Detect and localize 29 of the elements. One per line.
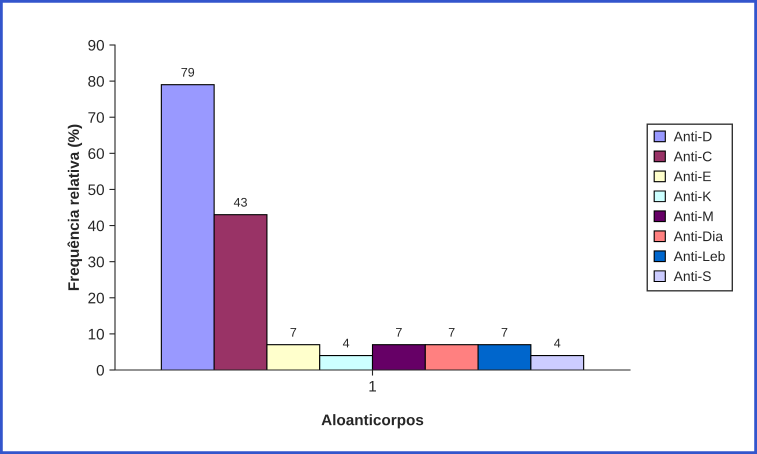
y-tick-label: 20 [88,292,104,304]
data-label: 7 [448,328,455,337]
x-axis-title: Aloanticorpos [322,414,424,428]
legend-label: Anti-Dia [674,231,724,242]
y-tick-label: 50 [88,184,104,196]
y-tick-label: 30 [88,256,104,268]
y-tick-label: 80 [88,76,104,87]
data-label: 4 [342,338,350,348]
y-tick-label: 70 [88,112,104,123]
y-tick-label: 10 [88,328,104,340]
y-tick-label: 40 [88,220,104,232]
legend-label: Anti-C [674,151,712,162]
y-tick-label: 90 [88,40,104,51]
data-label: 7 [290,328,296,337]
y-tick-label: 0 [96,364,104,376]
data-label: 7 [396,328,402,337]
x-tick-label: 1 [369,380,376,392]
legend-label: Anti-Leb [674,250,725,262]
data-label: 79 [181,68,194,77]
y-tick-label: 60 [88,148,104,160]
legend-label: Anti-S [674,270,711,282]
data-label: 7 [502,328,508,337]
data-label: 43 [234,198,247,207]
legend-label: Anti-K [674,191,712,202]
data-label: 4 [554,338,560,348]
legend-label: Anti-M [674,211,713,222]
legend-label: Anti-E [674,171,711,182]
y-axis-title: Frequência relativa (%) [67,124,82,290]
legend-label: Anti-D [674,131,712,142]
